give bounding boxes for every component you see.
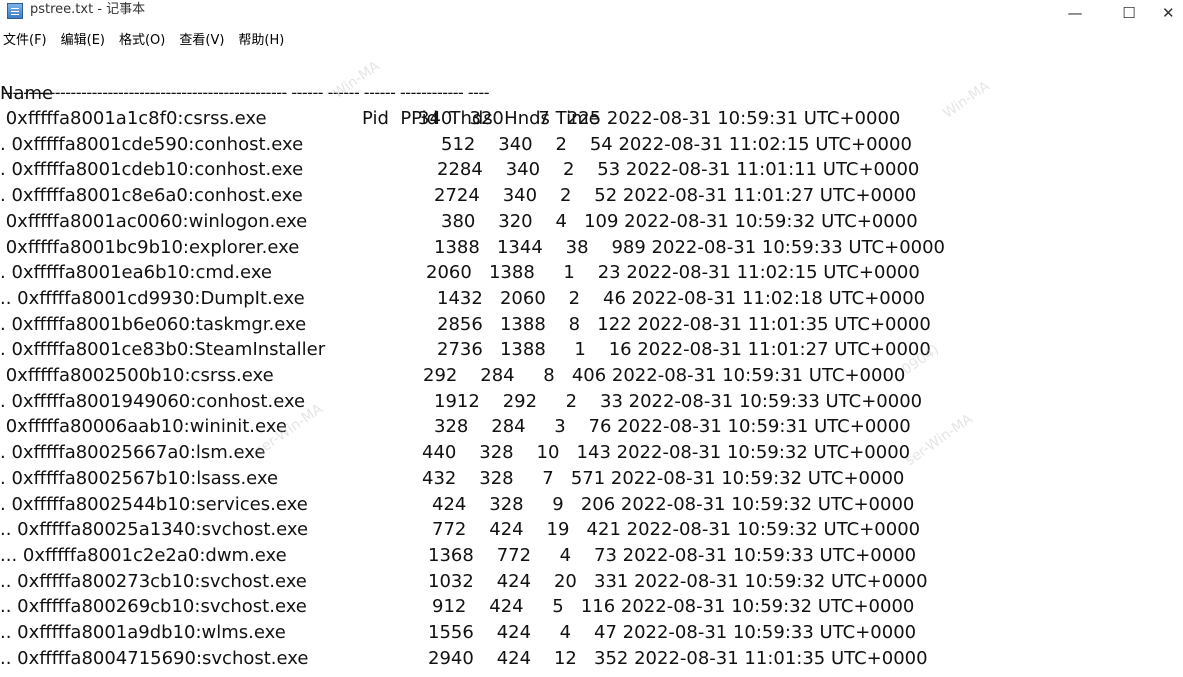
process-name: .. 0xfffffa8004715690:svchost.exe: [0, 647, 309, 669]
process-stats: 1388 1344 38 989 2022-08-31 10:59:33 UTC…: [434, 236, 946, 258]
header-line: Name Pid PPid Thds Hnds Time: [0, 56, 1183, 129]
text-editor-area[interactable]: Name Pid PPid Thds Hnds Time -----------…: [0, 52, 1183, 677]
menu-edit[interactable]: 编辑(E): [60, 33, 105, 48]
process-name: .. 0xfffffa800273cb10:svchost.exe: [0, 570, 307, 592]
process-name: . 0xfffffa8002544b10:services.exe: [0, 493, 308, 515]
process-stats: 440 328 10 143 2022-08-31 10:59:32 UTC+0…: [422, 442, 911, 464]
process-line: . 0xfffffa8001ea6b10:cmd.exe 2060 1388 1 …: [0, 260, 1183, 285]
process-name: .. 0xfffffa8001cd9930:DumpIt.exe: [0, 287, 305, 309]
process-stats: 328 284 3 76 2022-08-31 10:59:31 UTC+000…: [434, 416, 911, 438]
maximize-button[interactable]: ☐: [1122, 4, 1136, 22]
menu-file[interactable]: 文件(F): [3, 33, 47, 48]
process-stats: 2940 424 12 352 2022-08-31 11:01:35 UTC+…: [428, 647, 928, 669]
process-stats: 1032 424 20 331 2022-08-31 10:59:32 UTC+…: [428, 570, 928, 592]
menu-help[interactable]: 帮助(H): [238, 33, 285, 48]
process-line: 0xfffffa8002500b10:csrss.exe 292 284 8 40…: [0, 363, 1183, 388]
process-name: .. 0xfffffa80025a1340:svchost.exe: [0, 519, 309, 541]
process-line: 0xfffffa8001a1c8f0:csrss.exe 340 320 7 22…: [0, 106, 1183, 131]
title-bar: pstree.txt - 记事本 — ☐ ✕: [0, 0, 1183, 26]
process-line: . 0xfffffa8001b6e060:taskmgr.exe 2856 138…: [0, 312, 1183, 337]
process-line: .. 0xfffffa8004715690:svchost.exe 2940 42…: [0, 646, 1183, 671]
process-name: . 0xfffffa8001b6e060:taskmgr.exe: [0, 313, 307, 335]
window-title: pstree.txt - 记事本: [30, 2, 146, 17]
process-stats: 1912 292 2 33 2022-08-31 10:59:33 UTC+00…: [434, 390, 923, 412]
process-name: . 0xfffffa8001cdeb10:conhost.exe: [0, 159, 304, 181]
process-stats: 2724 340 2 52 2022-08-31 11:01:27 UTC+00…: [434, 185, 917, 207]
process-line: 0xfffffa8001ac0060:winlogon.exe 380 320 4…: [0, 209, 1183, 234]
process-line: . 0xfffffa8001cdeb10:conhost.exe 2284 340…: [0, 157, 1183, 182]
process-name: . 0xfffffa8002567b10:lsass.exe: [0, 467, 279, 489]
process-line: . 0xfffffa8001949060:conhost.exe 1912 292…: [0, 389, 1183, 414]
process-name: 0xfffffa80006aab10:wininit.exe: [0, 416, 287, 438]
process-line: . 0xfffffa8001ce83b0:SteamInstaller 2736 …: [0, 337, 1183, 362]
process-stats: 2060 1388 1 23 2022-08-31 11:02:15 UTC+0…: [426, 262, 920, 284]
process-stats: 1432 2060 2 46 2022-08-31 11:02:18 UTC+0…: [437, 287, 926, 309]
process-name: 0xfffffa8002500b10:csrss.exe: [0, 365, 274, 386]
process-stats: 292 284 8 406 2022-08-31 10:59:31 UTC+00…: [423, 365, 906, 386]
process-name: . 0xfffffa8001ea6b10:cmd.exe: [0, 262, 272, 284]
process-stats: 1556 424 4 47 2022-08-31 10:59:33 UTC+00…: [428, 622, 917, 643]
process-name: . 0xfffffa8001c8e6a0:conhost.exe: [0, 185, 303, 207]
process-stats: 1368 772 4 73 2022-08-31 10:59:33 UTC+00…: [428, 544, 917, 566]
process-line: 0xfffffa80006aab10:wininit.exe 328 284 3 …: [0, 414, 1183, 439]
menu-format[interactable]: 格式(O): [118, 33, 166, 48]
process-stats: 2736 1388 1 16 2022-08-31 11:01:27 UTC+0…: [437, 339, 931, 361]
process-name: .. 0xfffffa800269cb10:svchost.exe: [0, 596, 307, 618]
process-name: .. 0xfffffa8001a9db10:wlms.exe: [0, 622, 286, 643]
process-line: .. 0xfffffa8001a9db10:wlms.exe 1556 424 4…: [0, 620, 1183, 645]
process-name: . 0xfffffa8001ce83b0:SteamInstaller: [0, 339, 326, 361]
process-name: . 0xfffffa8001cde590:conhost.exe: [0, 133, 304, 155]
minimize-button[interactable]: —: [1067, 4, 1083, 22]
process-stats: 380 320 4 109 2022-08-31 10:59:32 UTC+00…: [441, 210, 918, 232]
process-name: . 0xfffffa8001949060:conhost.exe: [0, 390, 306, 412]
process-line: . 0xfffffa8002544b10:services.exe 424 328…: [0, 492, 1183, 517]
process-stats: 340 320 7 225 2022-08-31 10:59:31 UTC+00…: [418, 108, 901, 129]
notepad-icon: [7, 3, 23, 19]
process-stats: 772 424 19 421 2022-08-31 10:59:32 UTC+0…: [432, 519, 921, 541]
separator-line: ----------------------------------------…: [2, 83, 490, 102]
process-line: . 0xfffffa80025667a0:lsm.exe 440 328 10 1…: [0, 440, 1183, 465]
process-line: .. 0xfffffa800273cb10:svchost.exe 1032 42…: [0, 569, 1183, 594]
process-stats: 432 328 7 571 2022-08-31 10:59:32 UTC+00…: [422, 467, 905, 489]
process-name: ... 0xfffffa8001c2e2a0:dwm.exe: [0, 544, 287, 566]
process-line: .. 0xfffffa800269cb10:svchost.exe 912 424…: [0, 594, 1183, 619]
process-stats: 912 424 5 116 2022-08-31 10:59:32 UTC+00…: [432, 596, 915, 618]
process-line: ... 0xfffffa8001c2e2a0:dwm.exe 1368 772 4…: [0, 543, 1183, 568]
menu-view[interactable]: 查看(V): [179, 33, 225, 48]
process-line: .. 0xfffffa8001cd9930:DumpIt.exe 1432 206…: [0, 286, 1183, 311]
process-stats: 2856 1388 8 122 2022-08-31 11:01:35 UTC+…: [437, 313, 931, 335]
process-line: . 0xfffffa8001cde590:conhost.exe 512 340 …: [0, 132, 1183, 157]
process-stats: 512 340 2 54 2022-08-31 11:02:15 UTC+000…: [441, 133, 912, 155]
process-line: 0xfffffa8001bc9b10:explorer.exe 1388 1344…: [0, 235, 1183, 260]
close-button[interactable]: ✕: [1162, 4, 1175, 22]
process-name: 0xfffffa8001a1c8f0:csrss.exe: [0, 108, 267, 129]
header-columns: Pid PPid Thds Hnds Time: [362, 108, 600, 129]
process-name: . 0xfffffa80025667a0:lsm.exe: [0, 442, 266, 464]
process-stats: 2284 340 2 53 2022-08-31 11:01:11 UTC+00…: [437, 159, 920, 181]
process-name: 0xfffffa8001ac0060:winlogon.exe: [0, 210, 308, 232]
process-line: . 0xfffffa8002567b10:lsass.exe 432 328 7 …: [0, 466, 1183, 491]
header-name: Name: [0, 83, 54, 104]
process-stats: 424 328 9 206 2022-08-31 10:59:32 UTC+00…: [432, 493, 915, 515]
process-line: .. 0xfffffa80025a1340:svchost.exe 772 424…: [0, 517, 1183, 542]
process-line: . 0xfffffa8001c8e6a0:conhost.exe 2724 340…: [0, 183, 1183, 208]
menu-bar: 文件(F) 编辑(E) 格式(O) 查看(V) 帮助(H): [0, 30, 293, 52]
process-name: 0xfffffa8001bc9b10:explorer.exe: [0, 236, 300, 258]
